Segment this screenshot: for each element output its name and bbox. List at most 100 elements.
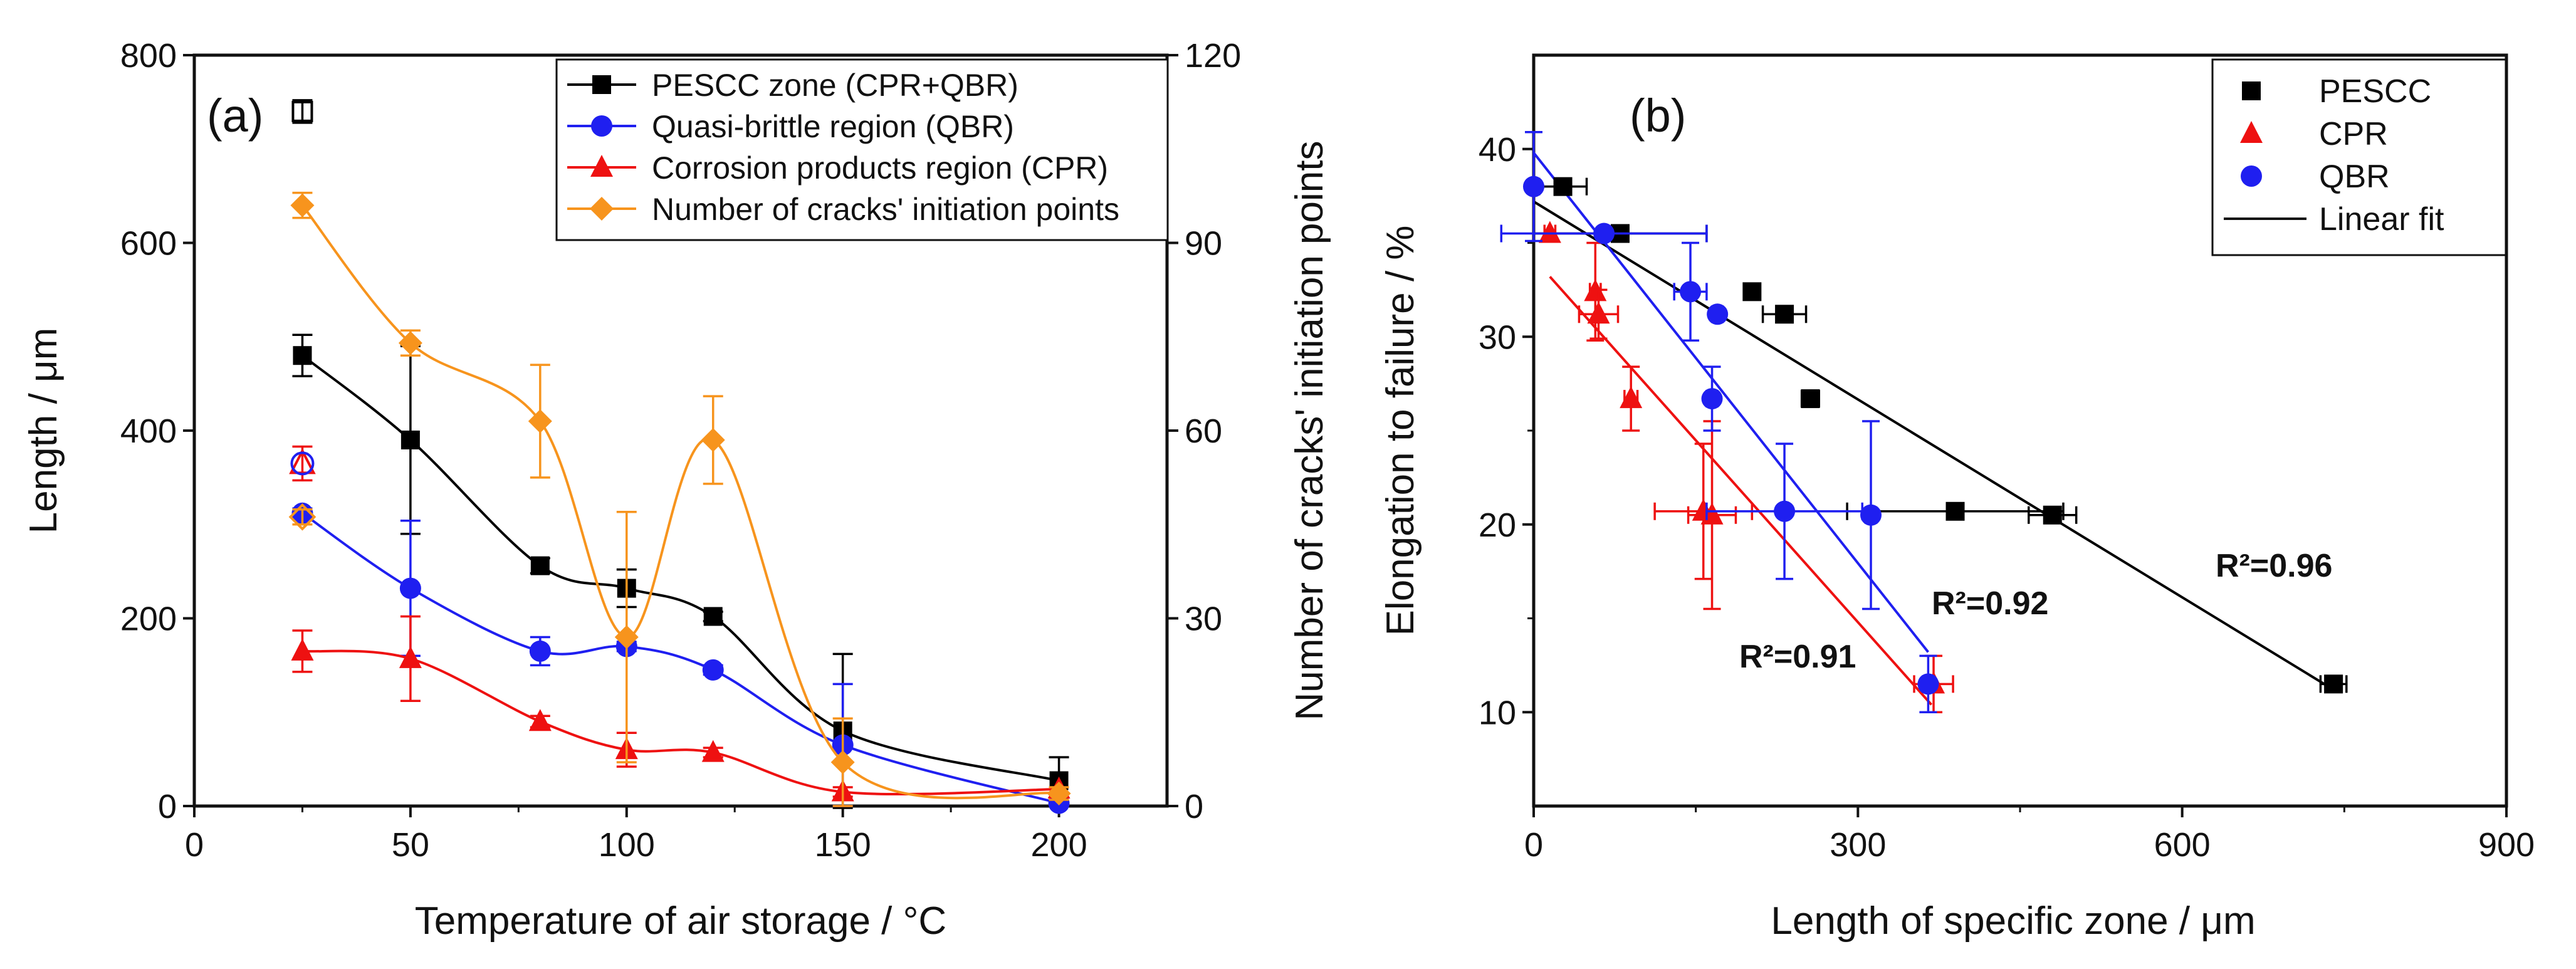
panel-b-legend-label: PESCC: [2319, 73, 2431, 110]
panel-b-x-tick-label: 600: [2154, 826, 2211, 864]
panel-b-r2-annotation: R²=0.96: [2216, 548, 2332, 584]
panel-a-y2-tick-label: 120: [1185, 37, 1241, 75]
panel-a-data-point: [401, 430, 420, 449]
panel-a-data-point: [528, 709, 552, 731]
panel-a-data-point: [830, 750, 855, 775]
panel-a-series-line: [301, 354, 1060, 782]
panel-b-data-point: [1917, 673, 1939, 695]
panel-a-series-line: [301, 204, 1059, 800]
panel-a-legend-label: Number of cracks' initiation points: [652, 192, 1119, 227]
panel-b-legend-box: [2211, 58, 2507, 256]
panel-b-y-tick-label: 10: [1479, 694, 1516, 731]
panel-a-data-point: [529, 640, 551, 662]
panel-a-data-point: [290, 193, 315, 217]
panel-a-legend-marker: [590, 197, 614, 221]
panel-a-y2-tick-label: 0: [1185, 788, 1203, 825]
panel-b-data-point: [1620, 386, 1643, 409]
panel-a-extra-point: [288, 503, 317, 531]
panel-b-data-point: [1523, 175, 1544, 197]
panel-b-legend-label: CPR: [2319, 116, 2388, 152]
panel-b-r2-annotation: R²=0.92: [1932, 585, 2048, 622]
panel-b-data-point: [1774, 500, 1796, 522]
panel-b-data-point: [1742, 282, 1762, 301]
panel-a-data-point: [399, 646, 422, 668]
panel-a-x-tick-label: 100: [599, 826, 655, 864]
panel-b-fit-line: [1549, 276, 1933, 706]
panel-a-x-axis-title: Temperature of air storage / °C: [415, 899, 946, 943]
panel-a-y-tick-label: 600: [120, 225, 177, 263]
panel-a-y-tick-label: 0: [158, 788, 177, 825]
panel-b-data-point: [1945, 501, 1965, 521]
panel-b-legend-marker: [2240, 121, 2263, 143]
panel-b-y-axis-title: Elongation to failure / %: [1379, 226, 1422, 636]
panel-a-legend-marker: [590, 155, 613, 177]
panel-b-label: (b): [1630, 90, 1686, 142]
panel-b-legend: PESCC CPR QBR Linear fit: [2211, 58, 2507, 256]
panel-a-x-tick-label: 150: [815, 826, 871, 864]
panel-a-data-point: [291, 638, 314, 661]
panel-b-legend-marker: [2242, 81, 2261, 100]
panel-b-legend-marker: [2241, 165, 2262, 187]
panel-b-data-point: [1593, 223, 1615, 244]
panel-b-data-point: [1538, 221, 1561, 243]
panel-b-data-point: [1587, 301, 1610, 324]
panel-a-data-point: [703, 607, 723, 626]
panel-a-legend-label: Corrosion products region (CPR): [652, 150, 1108, 186]
panel-a-y2-axis-title: Number of cracks' initiation points: [1288, 140, 1331, 720]
panel-a-legend-label: Quasi-brittle region (QBR): [652, 109, 1014, 144]
panel-b-fit-line: [1532, 200, 2335, 691]
panel-b-data-point: [1680, 281, 1702, 303]
panel-b-r2-annotation: R²=0.91: [1739, 639, 1856, 675]
panel-a-data-point: [293, 346, 312, 365]
panel-a-legend-label: PESCC zone (CPR+QBR): [652, 68, 1018, 103]
panel-a-data-point: [701, 427, 725, 452]
panel-a-data-point: [399, 577, 421, 599]
panel-b-data-point: [1860, 504, 1882, 526]
panel-b-x-tick-label: 0: [1524, 826, 1543, 864]
panel-b-data-point: [1707, 303, 1729, 325]
panel-a-data-point: [702, 659, 724, 681]
panel-a-series-line: [302, 649, 1059, 796]
panel-b: 0 300 600 900 10 20 30 40 (b) Length of specifi…: [1379, 53, 2535, 943]
panel-a-data-point: [530, 556, 550, 575]
panel-a-legend-box: [555, 58, 1169, 241]
panel-a-x-tick-label: 200: [1031, 826, 1087, 864]
panel-a-extra-point: [290, 451, 315, 476]
panel-a-x-tick-label: 0: [185, 826, 204, 864]
panel-a-y2-tick-label: 90: [1185, 225, 1222, 263]
panel-a-y-tick-label: 200: [120, 600, 177, 638]
panel-b-x-tick-label: 900: [2478, 826, 2535, 864]
panel-a-y2-tick-label: 60: [1185, 412, 1222, 450]
panel-b-legend-label: QBR: [2319, 159, 2390, 195]
panel-a-legend: PESCC zone (CPR+QBR) Quasi-brittle region…: [555, 58, 1169, 241]
panel-b-data-point: [1775, 305, 1794, 324]
panel-a-x-tick-label: 50: [392, 826, 429, 864]
panel-a-data-point: [1047, 782, 1071, 806]
panel-b-y-tick-label: 40: [1479, 131, 1516, 169]
panel-b-y-tick-label: 20: [1479, 506, 1516, 544]
panel-a-label: (a): [207, 90, 263, 142]
panel-a-data-point: [614, 625, 639, 649]
panel-a-data-point: [701, 740, 725, 762]
panel-a-y-axis-title: Length / μm: [22, 328, 65, 534]
panel-b-x-tick-label: 300: [1830, 826, 1886, 864]
panel-b-data-point: [1801, 389, 1820, 409]
panel-a-y-tick-label: 800: [120, 37, 177, 75]
panel-b-data-point: [2324, 674, 2343, 694]
panel-a-y2-tick-label: 30: [1185, 600, 1222, 638]
panel-b-data-point: [1701, 388, 1723, 410]
panel-b-legend-label: Linear fit: [2319, 201, 2444, 238]
panel-b-x-axis-title: Length of specific zone / μm: [1771, 899, 2255, 943]
panel-a-legend-marker: [592, 75, 611, 94]
panel-b-data-point: [1553, 177, 1573, 196]
panel-a-data-point: [398, 331, 422, 355]
panel-b-y-tick-label: 30: [1479, 318, 1516, 356]
panel-a-y-tick-label: 400: [120, 412, 177, 450]
panel-a-legend-marker: [591, 115, 612, 137]
panel-a-extra-point: [291, 100, 313, 122]
panel-b-fit-line: [1532, 152, 1929, 653]
panel-b-data-point: [2043, 505, 2062, 525]
panel-a-data-point: [528, 409, 552, 434]
